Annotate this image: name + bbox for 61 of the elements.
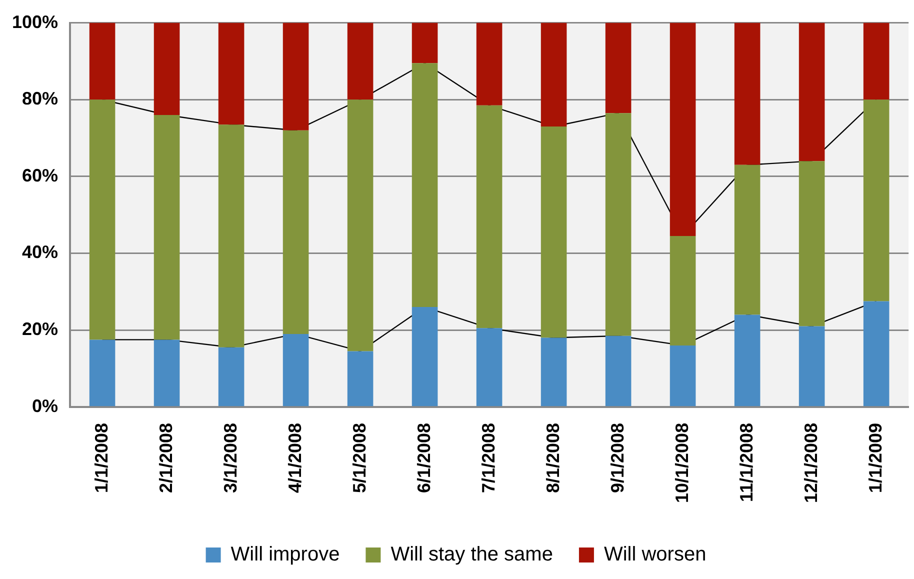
bar <box>154 22 180 115</box>
bar <box>605 336 632 406</box>
bar <box>154 340 180 406</box>
bar <box>412 307 438 406</box>
bar <box>798 161 825 326</box>
y-tick-label: 100% <box>12 12 58 32</box>
legend-label: Will worsen <box>604 544 706 566</box>
bar <box>605 113 632 336</box>
bar <box>540 22 567 127</box>
y-tick-label: 80% <box>22 88 58 109</box>
x-tick-label: 12/1/2008 <box>800 422 821 503</box>
bar <box>218 124 244 348</box>
x-tick-label: 9/1/2008 <box>607 422 628 493</box>
y-tick-label: 20% <box>22 319 58 340</box>
bar <box>282 334 309 406</box>
x-tick-label: 7/1/2008 <box>478 422 498 493</box>
x-tick-label: 4/1/2008 <box>284 422 305 493</box>
bar <box>798 22 825 162</box>
bar <box>154 114 180 340</box>
bar <box>476 328 502 406</box>
bar <box>476 105 502 328</box>
bar <box>798 326 825 406</box>
x-tick-label: 6/1/2008 <box>414 422 434 493</box>
bar <box>863 100 890 302</box>
bar <box>863 301 890 406</box>
x-tick-label: 2/1/2008 <box>156 422 176 493</box>
bar <box>670 345 696 406</box>
legend-label: Will improve <box>230 544 340 566</box>
bar <box>734 164 760 315</box>
bar <box>412 22 438 64</box>
bar <box>89 100 116 340</box>
x-tick-label: 11/1/2008 <box>736 422 756 502</box>
bar <box>347 22 374 100</box>
x-tick-label: 8/1/2008 <box>542 422 563 493</box>
bar <box>734 314 760 406</box>
bar <box>218 22 244 125</box>
x-tick-label: 5/1/2008 <box>349 422 370 493</box>
y-tick-label: 60% <box>22 165 58 186</box>
bar <box>347 100 374 352</box>
bar <box>540 126 567 338</box>
bar <box>670 22 696 236</box>
y-tick-label: 40% <box>22 242 58 262</box>
bar <box>218 347 244 406</box>
x-tick-label: 1/1/2008 <box>91 422 112 493</box>
x-tick-label: 1/1/2009 <box>865 422 886 493</box>
bar <box>347 351 374 406</box>
bar <box>282 130 309 334</box>
bar <box>540 338 567 406</box>
bar <box>605 22 632 114</box>
bar <box>89 22 116 100</box>
x-tick-label: 3/1/2008 <box>220 422 240 493</box>
bar <box>282 22 309 130</box>
bar <box>734 22 760 165</box>
bar <box>89 340 116 406</box>
bar <box>863 22 890 100</box>
bar <box>476 22 502 106</box>
legend-label: Will stay the same <box>390 544 553 566</box>
x-tick-label: 10/1/2008 <box>672 422 692 503</box>
bar <box>670 236 696 346</box>
bar <box>412 63 438 308</box>
y-tick-label: 0% <box>32 396 58 416</box>
